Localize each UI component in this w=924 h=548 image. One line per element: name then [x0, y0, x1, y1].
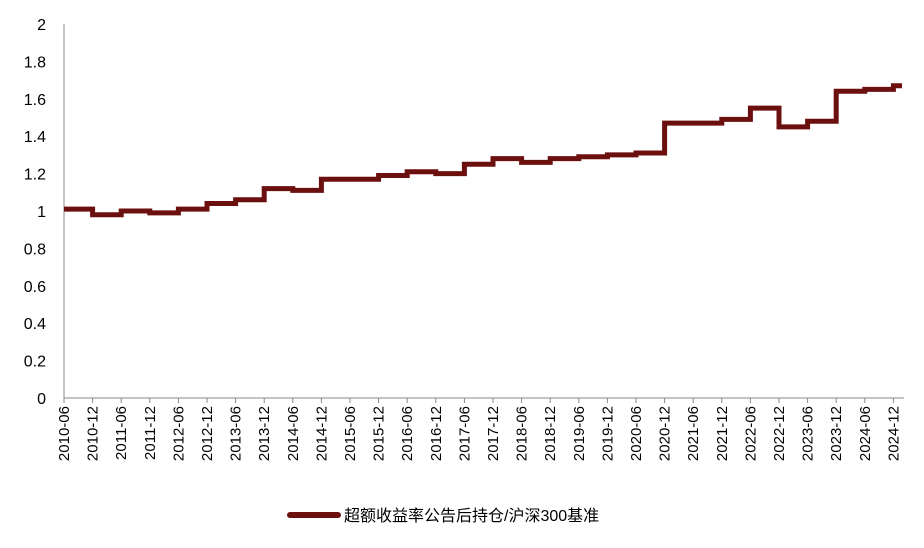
legend: 超额收益率公告后持仓/沪深300基准: [287, 507, 599, 525]
x-tick-label: 2021-06: [685, 406, 702, 461]
legend-label: 超额收益率公告后持仓/沪深300基准: [344, 507, 599, 525]
y-tick-label: 0.2: [24, 354, 46, 371]
x-tick-label: 2010-12: [85, 406, 102, 461]
y-tick-label: 1.8: [24, 54, 46, 71]
x-tick-label: 2015-06: [342, 406, 359, 461]
y-tick-label: 2: [37, 17, 46, 34]
x-tick-label: 2016-06: [399, 406, 416, 461]
x-tick-label: 2011-06: [113, 406, 130, 460]
y-tick-label: 1.2: [24, 167, 46, 184]
x-tick-label: 2014-06: [285, 406, 302, 461]
x-tick-label: 2013-12: [256, 406, 273, 461]
y-axis-ticks: 0 0.2 0.4 0.6 0.8 1 1.2 1.4 1.6 1.8 2: [24, 17, 46, 408]
x-tick-label: 2011-12: [142, 406, 159, 460]
x-tick-label: 2020-12: [657, 406, 674, 461]
x-tick-label: 2014-12: [313, 406, 330, 461]
x-tick-label: 2012-12: [199, 406, 216, 461]
x-tick-label: 2023-12: [828, 406, 845, 461]
x-tick-label: 2024-06: [857, 406, 874, 461]
y-tick-label: 0.8: [24, 241, 46, 258]
x-tick-label: 2022-12: [771, 406, 788, 461]
x-tick-label: 2012-06: [170, 406, 187, 461]
y-tick-label: 1.6: [24, 92, 46, 109]
x-tick-label: 2018-12: [542, 406, 559, 461]
y-tick-label: 1.4: [24, 129, 46, 146]
y-tick-label: 0.6: [24, 279, 46, 296]
y-tick-label: 0.4: [24, 316, 46, 333]
y-tick-label: 0: [37, 391, 46, 408]
x-tick-label: 2018-06: [514, 406, 531, 461]
x-axis-ticks: 2010-06 2010-12 2011-06 2011-12 2012-06 2012-…: [56, 398, 902, 461]
series-layer: [64, 83, 902, 218]
x-tick-label: 2023-06: [800, 406, 817, 461]
x-tick-label: 2020-06: [628, 406, 645, 461]
x-tick-label: 2010-06: [56, 406, 73, 461]
x-tick-label: 2024-12: [885, 406, 902, 461]
x-tick-label: 2017-06: [456, 406, 473, 461]
series-line: [64, 83, 902, 218]
x-tick-label: 2019-12: [599, 406, 616, 461]
y-tick-label: 1: [37, 204, 46, 221]
x-tick-label: 2017-12: [485, 406, 502, 461]
x-tick-label: 2019-06: [571, 406, 588, 461]
x-tick-label: 2015-12: [371, 406, 388, 461]
x-tick-label: 2013-06: [228, 406, 245, 461]
x-tick-label: 2021-12: [714, 406, 731, 461]
x-tick-label: 2022-06: [742, 406, 759, 461]
x-tick-label: 2016-12: [428, 406, 445, 461]
